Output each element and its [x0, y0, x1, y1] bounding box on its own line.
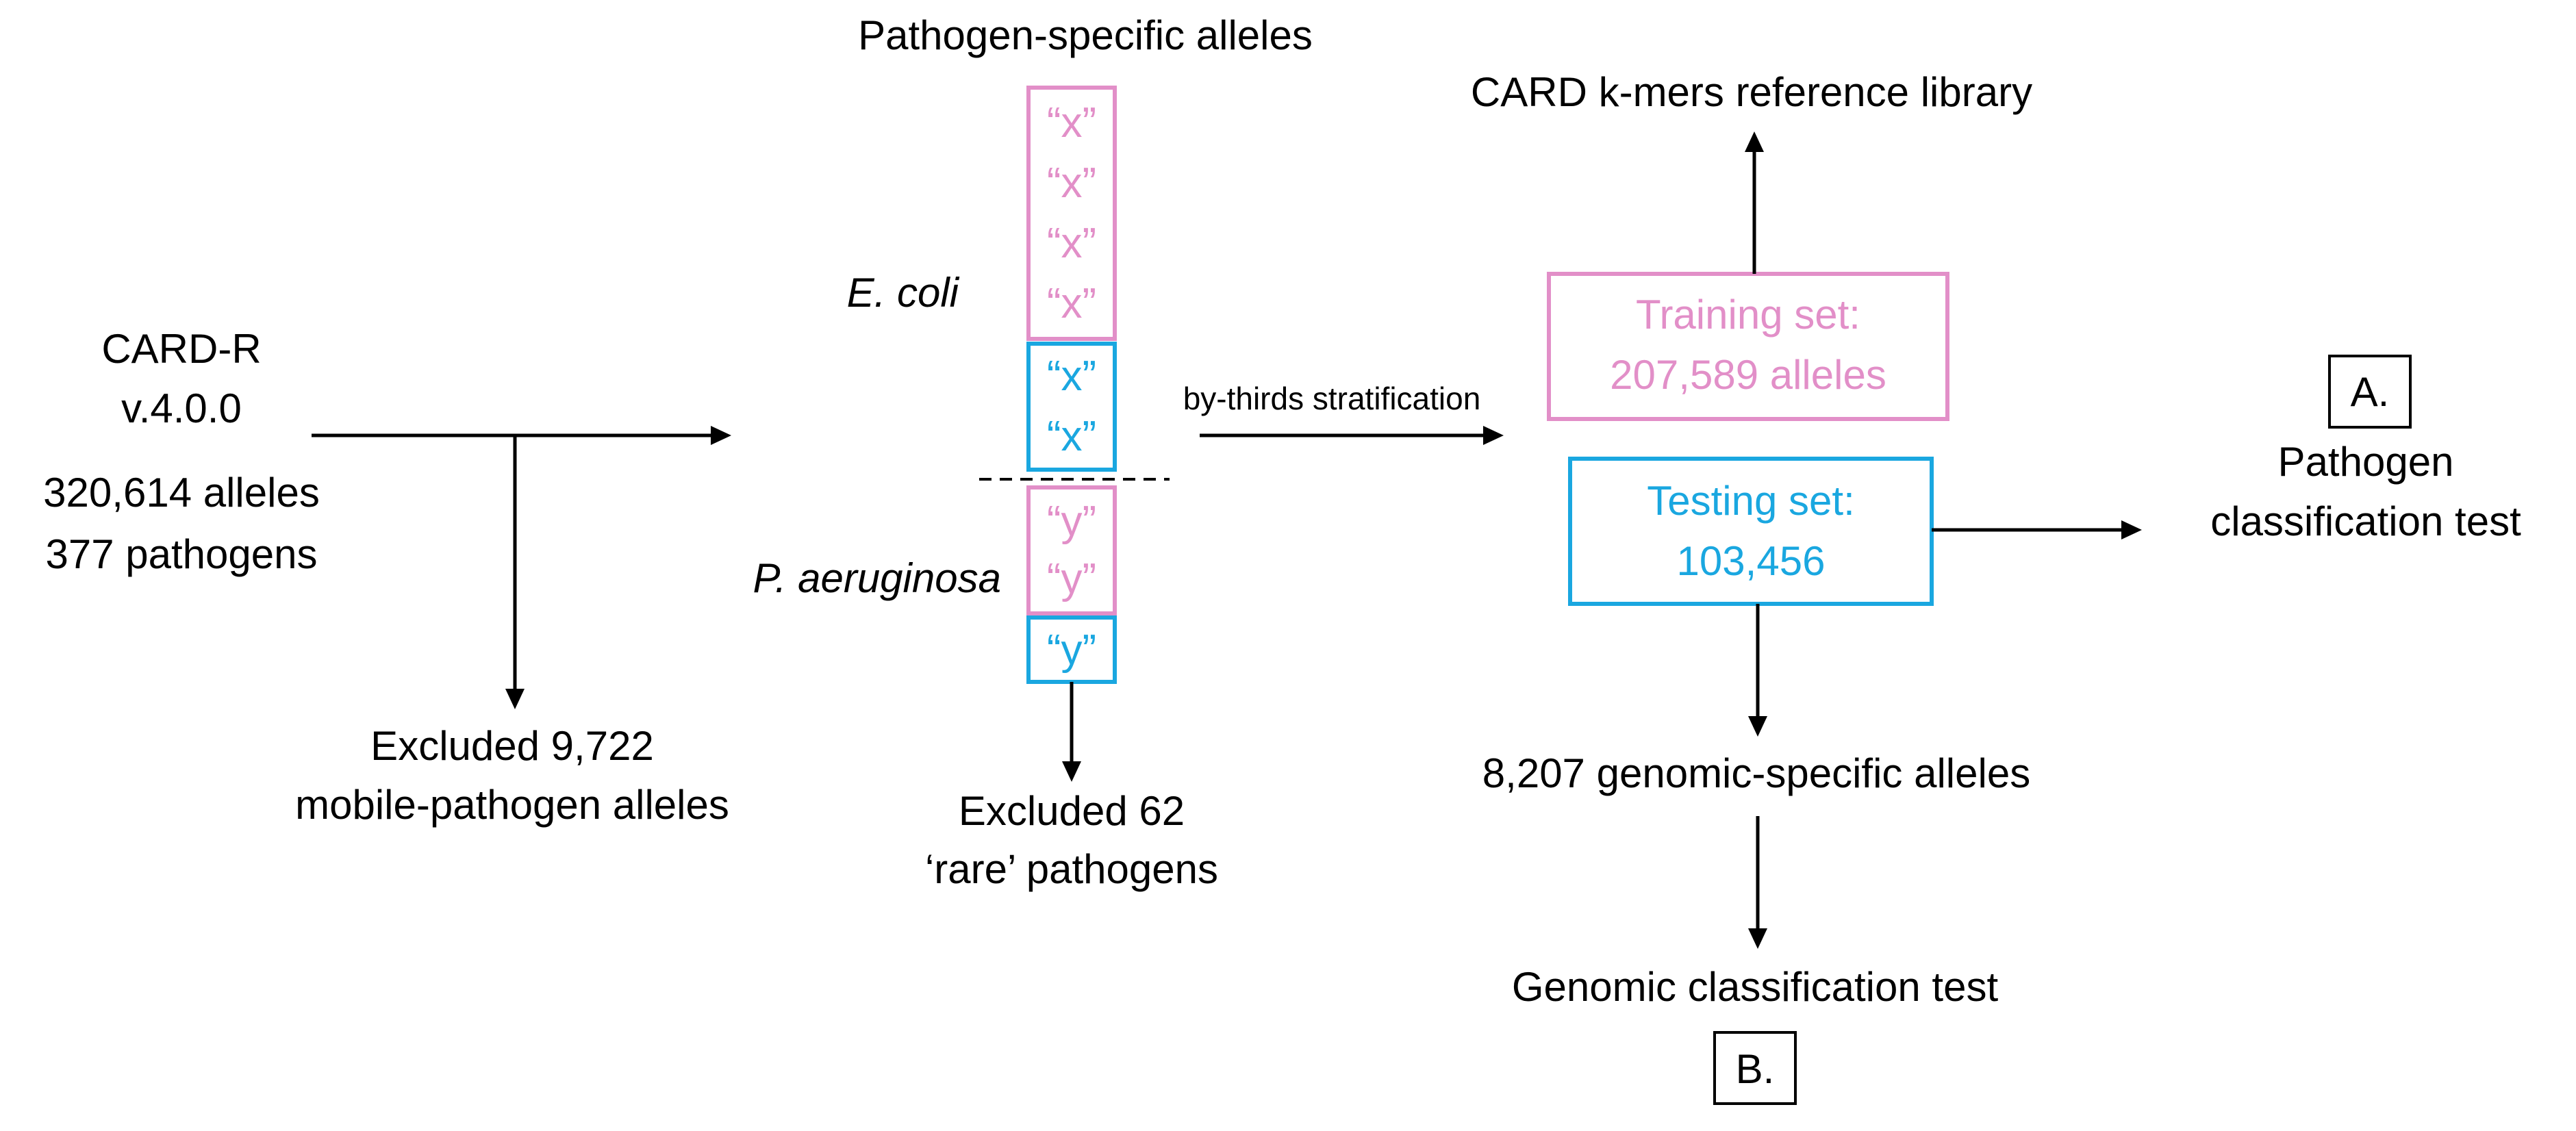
ecoli-label: E. coli	[847, 270, 960, 316]
paeruginosa-training-box	[1026, 485, 1117, 615]
ecoli-training-box	[1026, 86, 1117, 341]
source-node: CARD-R v.4.0.0 320,614 alleles 377 patho…	[43, 326, 320, 577]
paeruginosa-testing-allele: “y”	[1047, 626, 1096, 674]
testing-set-node: Testing set: 103,456	[1568, 457, 1934, 606]
pathogen-test-line1: Pathogen	[2278, 439, 2454, 485]
paeruginosa-training-allele: “y”	[1047, 555, 1096, 602]
ecoli-training-allele: “x”	[1047, 280, 1096, 327]
excluded-mobile-line2: mobile-pathogen alleles	[295, 782, 729, 828]
alleles-to-excluded-rare-arrow	[1062, 682, 1081, 782]
ecoli-training-allele: “x”	[1047, 160, 1096, 207]
source-to-alleles-arrow	[312, 426, 731, 445]
excluded-mobile-node: Excluded 9,722 mobile-pathogen alleles	[295, 723, 729, 828]
genomic-alleles-label: 8,207 genomic-specific alleles	[1482, 750, 2030, 796]
pathogen-test-node: A. Pathogen classification test	[2210, 355, 2521, 544]
paeruginosa-label: P. aeruginosa	[753, 555, 1001, 601]
stratification-arrow: by-thirds stratification	[1183, 381, 1504, 445]
library-label: CARD k-mers reference library	[1471, 69, 2032, 115]
training-set-box	[1547, 272, 1949, 421]
testing-set-title: Testing set:	[1647, 478, 1855, 524]
genomic-test-badge-box	[1713, 1031, 1797, 1105]
source-to-excluded-arrow	[505, 435, 525, 709]
source-title: CARD-R	[101, 326, 261, 372]
training-to-library-arrow	[1745, 131, 1764, 274]
paeruginosa-training-allele: “y”	[1047, 498, 1096, 545]
excluded-rare-node: Excluded 62 ‘rare’ pathogens	[925, 788, 1218, 892]
ecoli-testing-box	[1026, 342, 1117, 472]
testing-set-count: 103,456	[1677, 538, 1826, 584]
training-set-node: Training set: 207,589 alleles	[1547, 272, 1949, 421]
pathogen-test-badge-box	[2328, 355, 2412, 429]
stratification-label: by-thirds stratification	[1183, 381, 1481, 416]
pathogen-alleles-node: Pathogen-specific alleles E. coli P. aer…	[753, 12, 1313, 684]
training-set-title: Training set:	[1636, 292, 1860, 338]
pathogen-test-line2: classification test	[2210, 498, 2521, 544]
ecoli-testing-allele: “x”	[1047, 413, 1096, 460]
pathogen-test-badge: A.	[2351, 369, 2390, 415]
pathogen-alleles-header: Pathogen-specific alleles	[858, 12, 1313, 58]
genomic-to-test-arrow	[1748, 816, 1767, 949]
genomic-test-badge: B.	[1736, 1046, 1775, 1092]
ecoli-training-allele: “x”	[1047, 220, 1096, 267]
excluded-rare-line2: ‘rare’ pathogens	[925, 846, 1218, 892]
excluded-mobile-line1: Excluded 9,722	[370, 723, 654, 769]
genomic-test-node: Genomic classification test B.	[1512, 964, 1999, 1105]
excluded-rare-line1: Excluded 62	[959, 788, 1185, 834]
source-version: v.4.0.0	[121, 385, 242, 431]
testing-to-pathogen-test-arrow	[1932, 520, 2142, 539]
ecoli-training-allele: “x”	[1047, 99, 1096, 147]
training-set-count: 207,589 alleles	[1610, 352, 1886, 398]
genomic-test-label: Genomic classification test	[1512, 964, 1999, 1010]
testing-to-genomic-arrow	[1748, 604, 1767, 737]
ecoli-testing-allele: “x”	[1047, 353, 1096, 400]
source-allele-count: 320,614 alleles	[43, 470, 320, 516]
source-pathogen-count: 377 pathogens	[45, 531, 317, 577]
